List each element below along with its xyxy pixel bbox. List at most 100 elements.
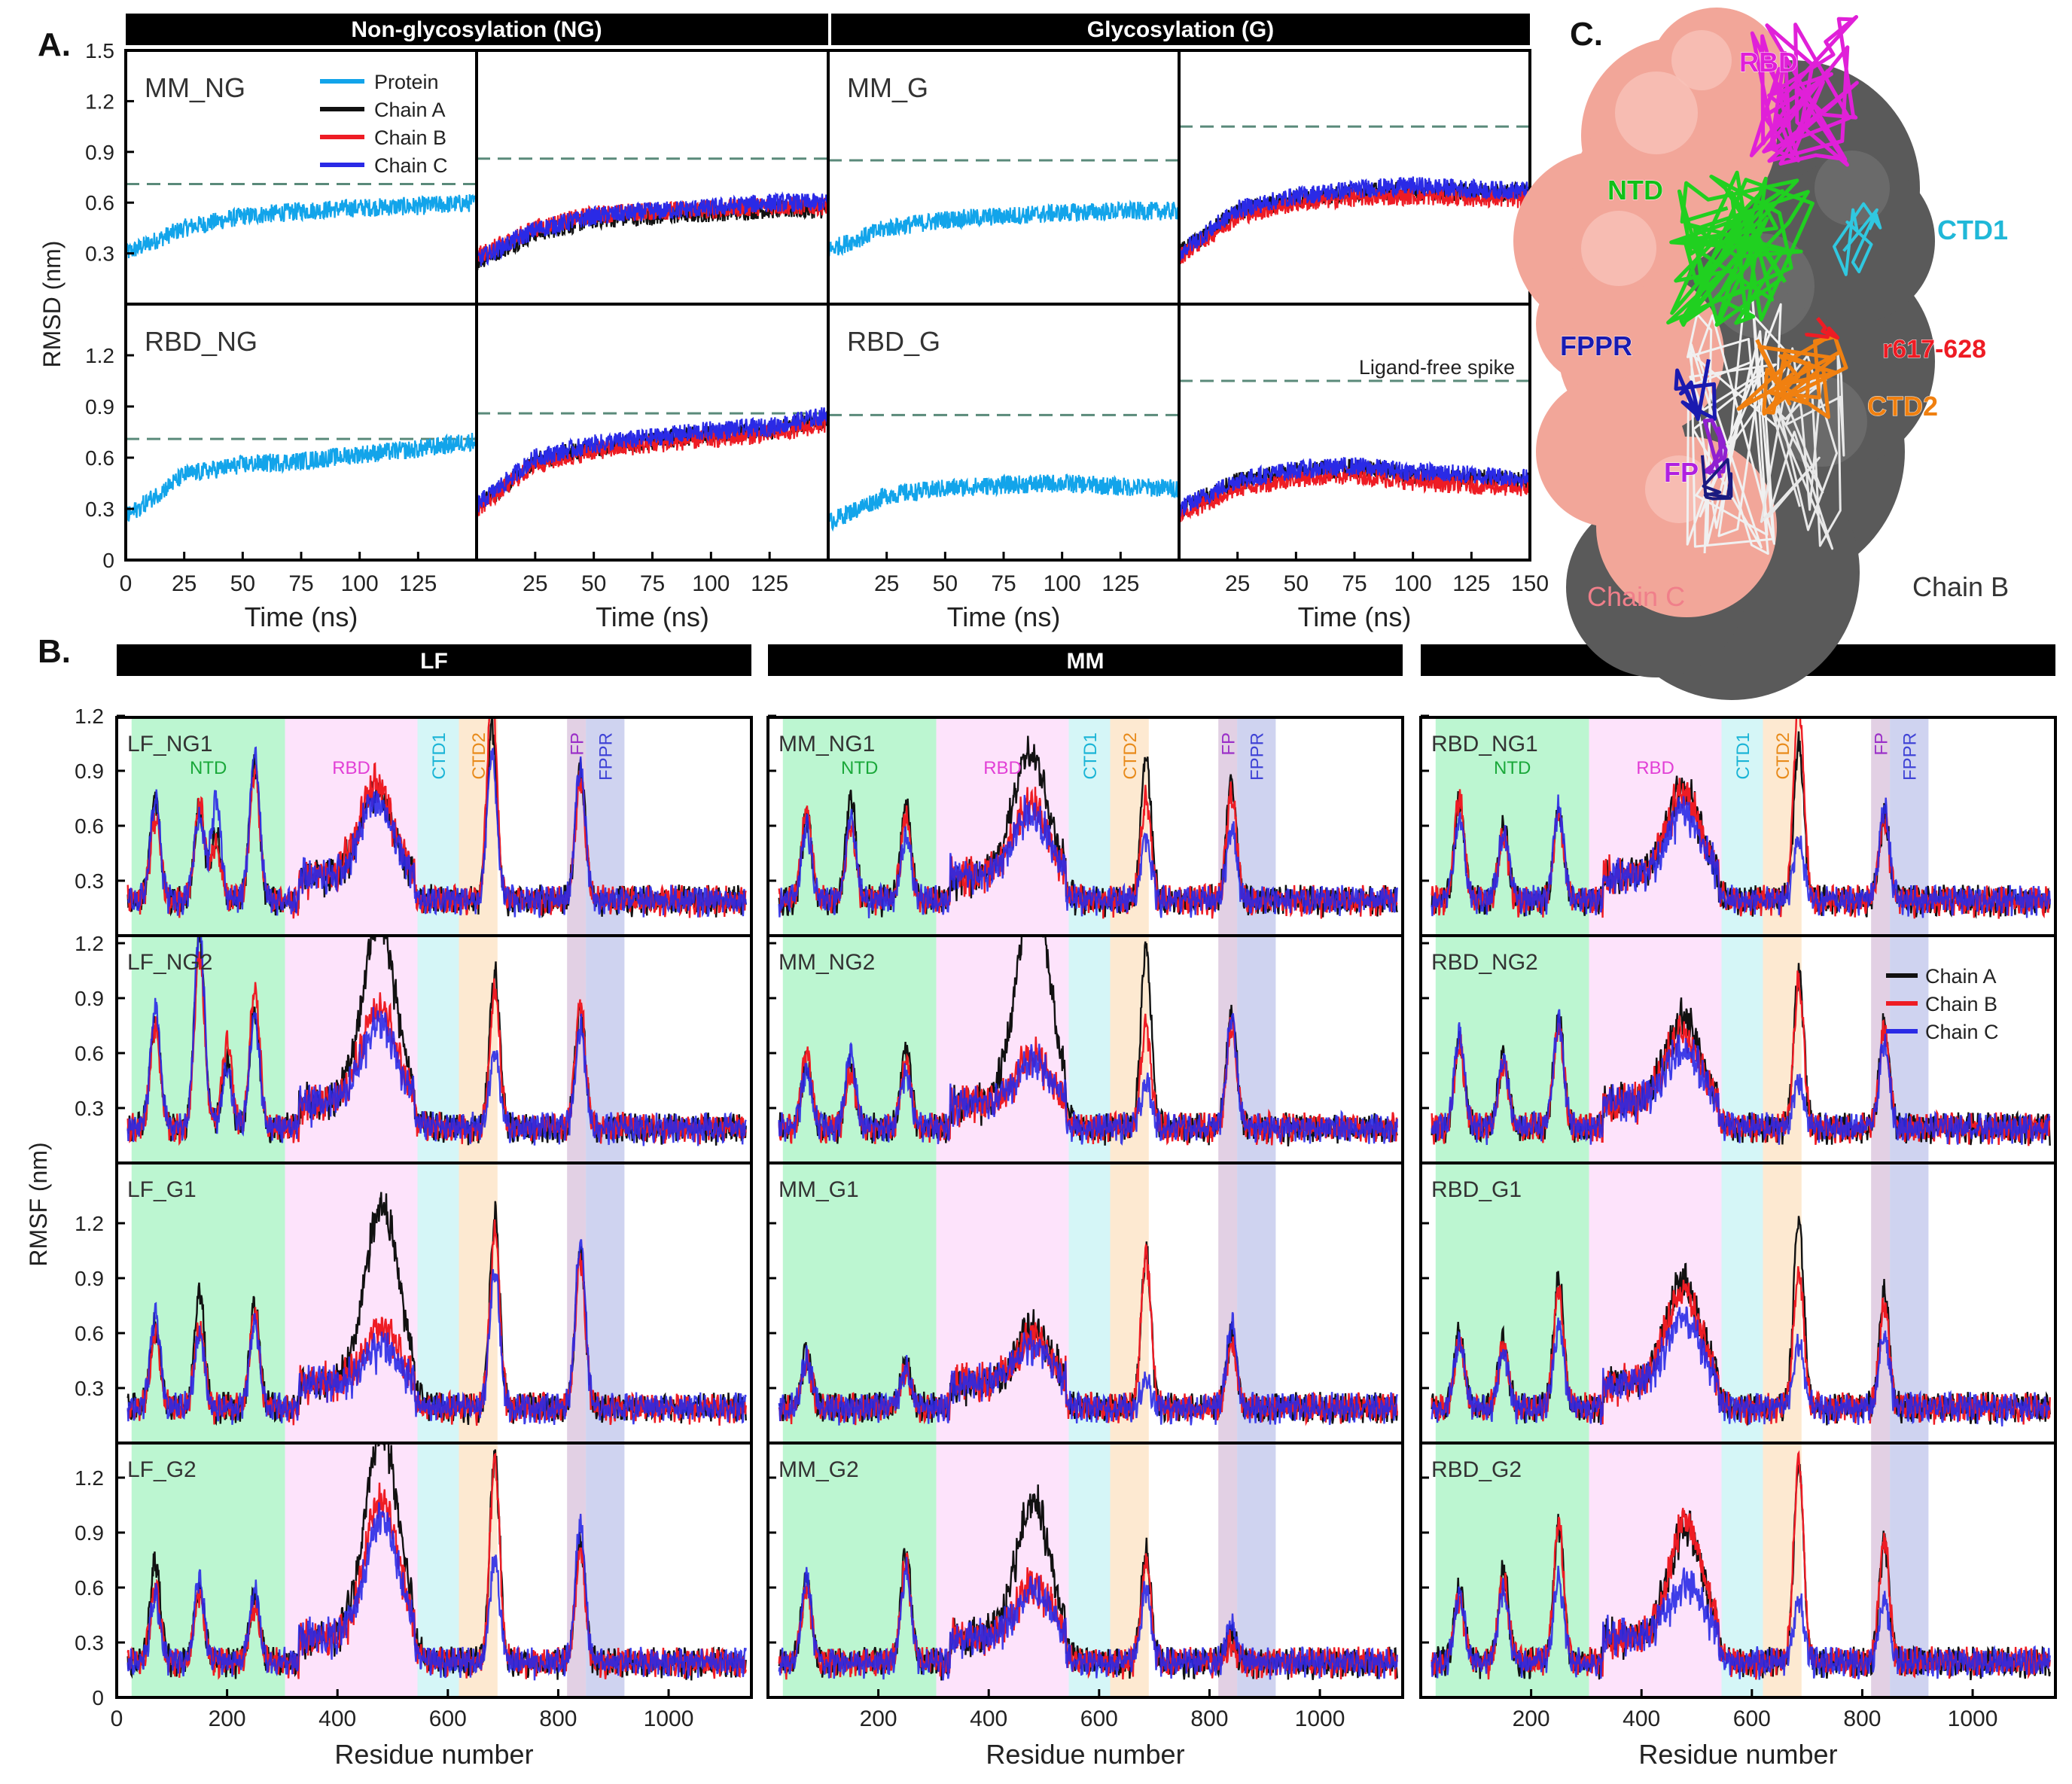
rmsd-panel-title: MM_G [847, 72, 928, 103]
rmsf-domain-band-rbd [1589, 1163, 1722, 1443]
rmsf-domain-label: CTD2 [1773, 732, 1793, 780]
fp-ribbon-dark [1701, 455, 1733, 501]
rmsf-domain-band-ntd [782, 1163, 937, 1443]
rmsf-xtick-label: 600 [1080, 1706, 1118, 1731]
rmsf-panel: LF_NG2 [115, 934, 753, 1164]
rmsf-domain-label: CTD2 [469, 732, 489, 780]
rmsd-panel-title: RBD_NG [145, 326, 257, 357]
rmsf-domain-band-rbd [285, 717, 418, 936]
rmsf-ytick-label: 0.9 [75, 1267, 104, 1290]
rmsf-series-group [126, 1443, 747, 1697]
rmsd-xtick-label: 25 [874, 571, 899, 596]
rmsf-ytick-label: 0 [92, 1686, 104, 1709]
rmsf-domain-label: FP [1219, 732, 1239, 756]
rmsf-domain-label: RBD [1636, 758, 1674, 778]
rmsd-header-g: Glycosylation (G) [1087, 17, 1274, 42]
rmsf-series-chain-c [1431, 794, 2051, 918]
rmsf-domain-band-rbd [285, 1163, 418, 1443]
rmsf-series-group [126, 717, 747, 936]
rmsf-domain-label: FP [1872, 732, 1892, 756]
rmsd-frame [1178, 49, 1531, 306]
panel-label-b: B. [38, 633, 71, 670]
rmsd-section: Non-glycosylation (NG) Glycosylation (G) M… [38, 14, 1549, 632]
rmsd-panel-title: RBD_G [847, 326, 940, 357]
rmsf-series-chain-c [778, 1557, 1398, 1681]
rmsf-series-chain-c [126, 1238, 747, 1425]
rmsd-xtick-label: 25 [1225, 571, 1250, 596]
rmsf-domain-label: CTD1 [1080, 732, 1101, 780]
rmsf-ytick-label: 1.2 [75, 1212, 104, 1235]
structure-label-fppr: FPPR [1560, 330, 1632, 361]
structure-label-rbd: RBD [1739, 47, 1798, 78]
rmsd-xtick-label: 100 [1044, 571, 1081, 596]
rmsd-xtick-label: 50 [933, 571, 958, 596]
panel-label-a: A. [38, 26, 71, 63]
rmsf-series-group [1431, 717, 2051, 936]
rmsf-series-chain-c [1431, 1306, 2051, 1427]
ctd1-ribbon [1833, 202, 1882, 276]
rmsf-series-chain-c [127, 746, 747, 918]
rmsd-ligand-free-note: Ligand-free spike [1359, 356, 1515, 379]
rmsf-ytick-label: 0.6 [75, 1042, 104, 1065]
rmsf-panel-title: RBD_NG1 [1431, 732, 1538, 757]
rmsd-panel [475, 49, 830, 306]
fppr-ribbon [1674, 358, 1717, 422]
rmsd-series-group [126, 182, 477, 259]
rmsd-xtick-label: 125 [399, 571, 437, 596]
rmsd-panel [1178, 303, 1531, 562]
rmsf-section: LFMMRBDLF_NG1NTDRBDCTD1CTD2FPFPPRLF_NG2L… [25, 644, 2057, 1770]
rmsf-domain-label: CTD1 [1733, 732, 1754, 780]
rmsd-panel-title: MM_NG [145, 72, 245, 103]
rmsd-ytick-label: 0.3 [85, 498, 114, 521]
rmsf-xtick-label: 400 [318, 1706, 356, 1731]
rmsf-xlabel: Residue number [986, 1739, 1184, 1770]
rmsf-xtick-label: 200 [209, 1706, 246, 1731]
rmsf-xtick-label: 800 [539, 1706, 577, 1731]
rmsf-domain-label: FP [568, 732, 588, 756]
rmsf-series-chain-c [126, 1502, 747, 1681]
rmsf-panel-title: MM_G2 [779, 1457, 859, 1482]
rmsd-series-group [126, 432, 477, 522]
rmsd-header-ng: Non-glycosylation (NG) [351, 17, 602, 42]
rmsd-series-chain-c [1179, 176, 1530, 261]
rmsf-xtick-label: 1000 [1948, 1706, 1998, 1731]
rmsd-xtick-label: 75 [991, 571, 1016, 596]
rmsf-domain-label: RBD [983, 758, 1022, 778]
rmsf-panel-title: MM_NG1 [779, 732, 875, 757]
rmsf-domain-label: CTD1 [429, 732, 449, 780]
structure-label-r617-628: r617-628 [1882, 335, 1986, 364]
chain-c-highlight [1615, 72, 1698, 154]
rmsd-ytick-label: 0.9 [85, 395, 114, 419]
rmsd-series-protein [126, 432, 477, 522]
rmsf-ytick-label: 1.2 [75, 1466, 104, 1490]
rmsf-domain-label: RBD [332, 758, 370, 778]
rmsf-header-bar [768, 644, 1403, 676]
rmsd-xlabel: Time (ns) [1298, 601, 1412, 632]
structure-label-ctd1: CTD1 [1937, 215, 2008, 245]
structure-label-chain-b: Chain B [1912, 571, 2009, 602]
rmsd-xtick-label: 125 [1452, 571, 1490, 596]
structure-section: RBD NTD CTD1 FPPR r617-628 CTD2 FP Chain C Chain… [1513, 8, 2009, 700]
rmsf-ytick-label: 0.3 [75, 869, 104, 893]
rmsd-header-g-bar [831, 14, 1530, 45]
rmsf-series-chain-c [778, 795, 1398, 918]
rmsd-xtick-label: 125 [751, 571, 788, 596]
rmsd-series-chain-b [1179, 184, 1530, 264]
rmsf-domain-band-rbd [936, 1443, 1069, 1697]
rmsd-xtick-label: 50 [1284, 571, 1309, 596]
rmsd-series-group [477, 157, 828, 270]
rmsd-ytick-label: 0.3 [85, 242, 114, 266]
rmsf-xtick-label: 800 [1190, 1706, 1228, 1731]
rmsf-panel-title: LF_NG2 [127, 950, 212, 975]
rmsf-panel: RBD_G1 [1419, 1161, 2057, 1445]
rmsf-xtick-label: 600 [1733, 1706, 1771, 1731]
structure-label-ntd: NTD [1607, 175, 1663, 205]
chain-b-highlight [1815, 151, 1890, 226]
rmsd-ytick-label: 1.2 [85, 344, 114, 367]
rmsd-legend-label: Chain C [374, 154, 448, 177]
rmsd-ytick-label: 0.6 [85, 446, 114, 470]
